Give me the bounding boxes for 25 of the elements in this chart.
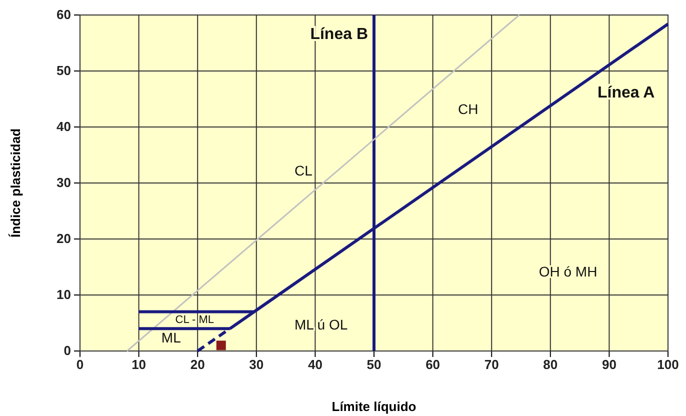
x-tick-label: 10 [132, 357, 146, 372]
y-tick-label: 0 [64, 343, 71, 358]
x-tick-label: 90 [602, 357, 616, 372]
x-tick-label: 40 [308, 357, 322, 372]
annotation: CL [294, 162, 313, 179]
y-tick-label: 20 [56, 231, 71, 246]
x-tick-label: 30 [249, 357, 264, 372]
x-axis-title: Límite líquido [332, 399, 416, 414]
x-tick-label: 50 [366, 357, 382, 372]
x-tick-label: 60 [426, 357, 440, 372]
annotation: CL - ML [175, 314, 214, 326]
y-tick-label: 50 [56, 63, 71, 78]
y-tick-label: 60 [56, 7, 71, 22]
x-tick-label: 100 [657, 357, 679, 372]
y-tick-label: 30 [56, 175, 71, 190]
annotation: ML ú OL [294, 316, 348, 333]
annotation: ML [161, 329, 182, 346]
x-tick-label: 0 [76, 357, 84, 372]
annotation: CH [458, 100, 478, 117]
x-tick-label: 80 [543, 357, 558, 372]
y-tick-label: 10 [56, 287, 71, 302]
x-tick-label: 70 [484, 357, 499, 372]
x-tick-label: 20 [190, 357, 205, 372]
y-axis-title: Índice plasticidad [8, 128, 23, 238]
y-tick-label: 40 [56, 119, 71, 134]
